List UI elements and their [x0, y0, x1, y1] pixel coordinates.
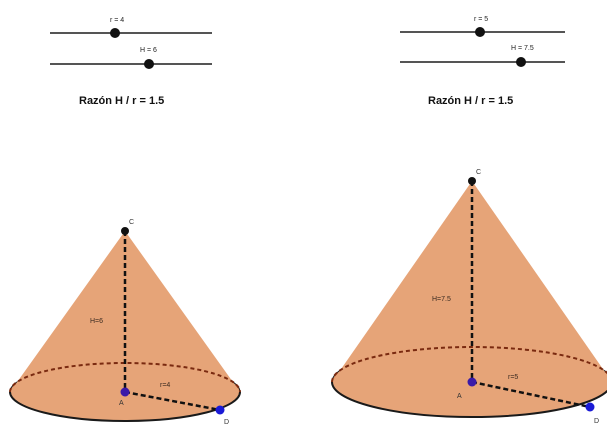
left-cone-front-rim — [9, 391, 241, 422]
left-cone-height-label: H=6 — [90, 318, 103, 325]
left-cone-rim-label: D — [224, 419, 229, 426]
right-cone-surface — [332, 181, 607, 417]
left-cone-surface — [10, 231, 240, 421]
left-slider-r[interactable]: r = 4 — [50, 17, 212, 38]
right-cone-center-label: A — [457, 393, 462, 400]
left-cone-radius-line — [124, 390, 221, 412]
right-cone-back-rim — [331, 346, 607, 383]
right-cone: C A D H=7.5 r=5 — [331, 169, 607, 425]
right-cone-rim-label: D — [594, 418, 599, 425]
right-cone-radius-label: r=5 — [508, 374, 518, 381]
right-cone-apex-point[interactable] — [468, 177, 476, 185]
left-cone-radius-label: r=4 — [160, 382, 170, 389]
left-cone-apex-label: C — [129, 219, 134, 226]
right-slider-r-handle[interactable] — [475, 27, 485, 37]
right-slider-h[interactable]: H = 7.5 — [400, 45, 565, 67]
right-slider-r-label: r = 5 — [474, 16, 488, 23]
right-cone-center-point[interactable] — [467, 377, 477, 387]
left-slider-h-handle[interactable] — [144, 59, 154, 69]
right-slider-h-handle[interactable] — [516, 57, 526, 67]
left-panel: r = 4 H = 6 Razón H / r = 1.5 C — [9, 17, 241, 426]
left-cone-rim-point[interactable] — [215, 405, 225, 415]
right-slider-r[interactable]: r = 5 — [400, 16, 565, 37]
right-cone-height-label: H=7.5 — [432, 296, 451, 303]
left-slider-h[interactable]: H = 6 — [50, 47, 212, 69]
left-slider-r-label: r = 4 — [110, 17, 124, 24]
left-slider-r-handle[interactable] — [110, 28, 120, 38]
right-cone-front-rim — [331, 381, 607, 418]
left-cone: C A D H=6 r=4 — [9, 219, 241, 426]
right-ratio-text: Razón H / r = 1.5 — [428, 95, 513, 107]
left-cone-back-rim — [9, 362, 241, 393]
right-cone-rim-point[interactable] — [585, 402, 595, 412]
left-slider-h-label: H = 6 — [140, 47, 157, 54]
right-slider-h-label: H = 7.5 — [511, 45, 534, 52]
left-ratio-text: Razón H / r = 1.5 — [79, 95, 164, 107]
right-cone-radius-line — [471, 380, 591, 409]
left-cone-apex-point[interactable] — [121, 227, 129, 235]
left-cone-center-point[interactable] — [120, 387, 130, 397]
left-cone-center-label: A — [119, 400, 124, 407]
right-cone-apex-label: C — [476, 169, 481, 176]
right-panel: r = 5 H = 7.5 Razón H / r = 1.5 C A D H=… — [331, 16, 607, 425]
